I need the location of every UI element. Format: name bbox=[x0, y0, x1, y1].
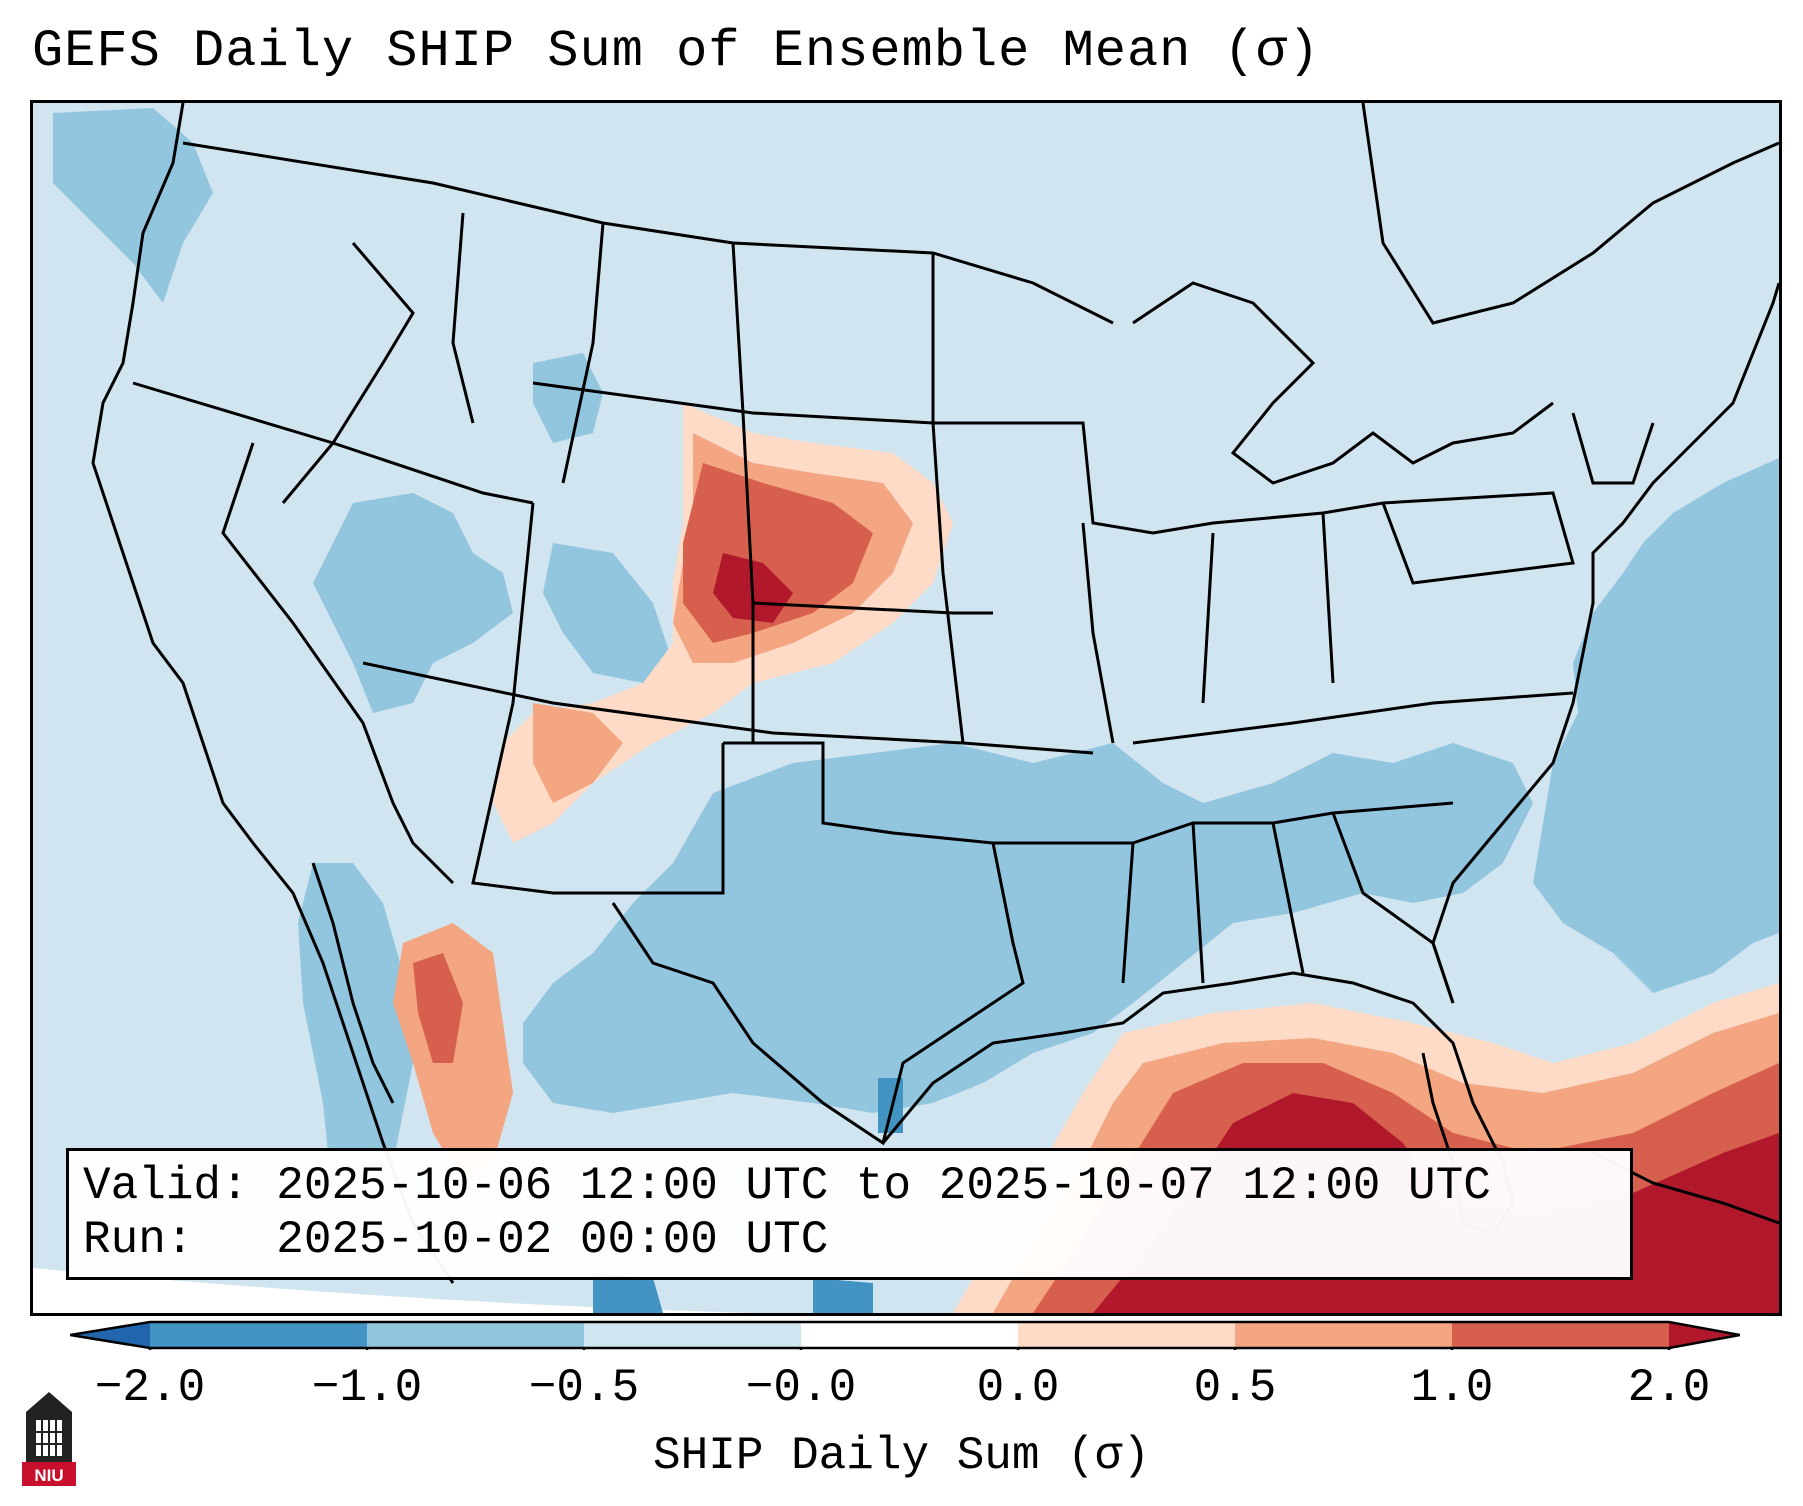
west-mexico-strong-positive-region bbox=[413, 953, 463, 1063]
colorbar-extend-low bbox=[70, 1322, 150, 1348]
texas-outline bbox=[611, 741, 1025, 1146]
valid-run-info-box: Valid: 2025-10-06 12:00 UTC to 2025-10-0… bbox=[66, 1148, 1633, 1280]
colorbar-segment-1 bbox=[150, 1322, 367, 1348]
colorbar-extend-high bbox=[1669, 1322, 1740, 1348]
colorbar-segment-6 bbox=[1235, 1322, 1452, 1348]
midwest-borders bbox=[933, 421, 1574, 745]
colorbar-segment-7 bbox=[1452, 1322, 1669, 1348]
niu-logo-icon: NIU bbox=[22, 1392, 76, 1486]
colorbar-tick-label: 0.0 bbox=[976, 1362, 1060, 1414]
colorbar-segment-5 bbox=[1018, 1322, 1235, 1348]
map-panel[interactable] bbox=[30, 100, 1782, 1316]
colorbar-segment-2 bbox=[367, 1322, 584, 1348]
northeast-borders bbox=[1381, 412, 1655, 585]
east-coastline bbox=[1431, 282, 1779, 1004]
canada-east-coast bbox=[1361, 103, 1779, 325]
baja-negative-patch bbox=[298, 863, 413, 1223]
colorbar-tick-label: −1.0 bbox=[311, 1362, 423, 1414]
colorbar-tick-label: 2.0 bbox=[1627, 1362, 1711, 1414]
boundary-lines bbox=[91, 103, 1779, 1284]
colorbar-tick-label: 1.0 bbox=[1410, 1362, 1494, 1414]
southeast-borders bbox=[993, 801, 1455, 1004]
colorbar-tick-label: 0.5 bbox=[1193, 1362, 1277, 1414]
valid-time-line: Valid: 2025-10-06 12:00 UTC to 2025-10-0… bbox=[83, 1160, 1491, 1212]
colorbar-tick-label: −0.5 bbox=[528, 1362, 640, 1414]
colorado-negative-patch bbox=[543, 543, 673, 683]
great-lakes-outline bbox=[1132, 281, 1554, 485]
colorbar-segment-4 bbox=[801, 1322, 1018, 1348]
southern-plains-negative-region bbox=[523, 743, 1533, 1113]
colorbar-tick-label: −0.0 bbox=[745, 1362, 857, 1414]
great-basin-negative-patch bbox=[313, 493, 513, 713]
run-time-line: Run: 2025-10-02 00:00 UTC bbox=[83, 1214, 829, 1266]
baja-coastline bbox=[311, 862, 395, 1104]
colorbar-tick-label: −2.0 bbox=[94, 1362, 206, 1414]
colorbar-segment-3 bbox=[584, 1322, 801, 1348]
great-basin-borders bbox=[132, 381, 534, 885]
four-corners-borders bbox=[362, 502, 1094, 895]
map-title: GEFS Daily SHIP Sum of Ensemble Mean (σ) bbox=[32, 22, 1321, 81]
colorbar-label: SHIP Daily Sum (σ) bbox=[653, 1430, 1150, 1482]
svg-text:NIU: NIU bbox=[34, 1466, 63, 1485]
map-canvas bbox=[33, 103, 1779, 1313]
northern-rockies-borders bbox=[281, 212, 605, 504]
plains-borders bbox=[532, 242, 993, 744]
atlantic-negative-region bbox=[1533, 458, 1779, 993]
colorbar bbox=[70, 1320, 1740, 1350]
west-coastline bbox=[91, 103, 455, 1284]
